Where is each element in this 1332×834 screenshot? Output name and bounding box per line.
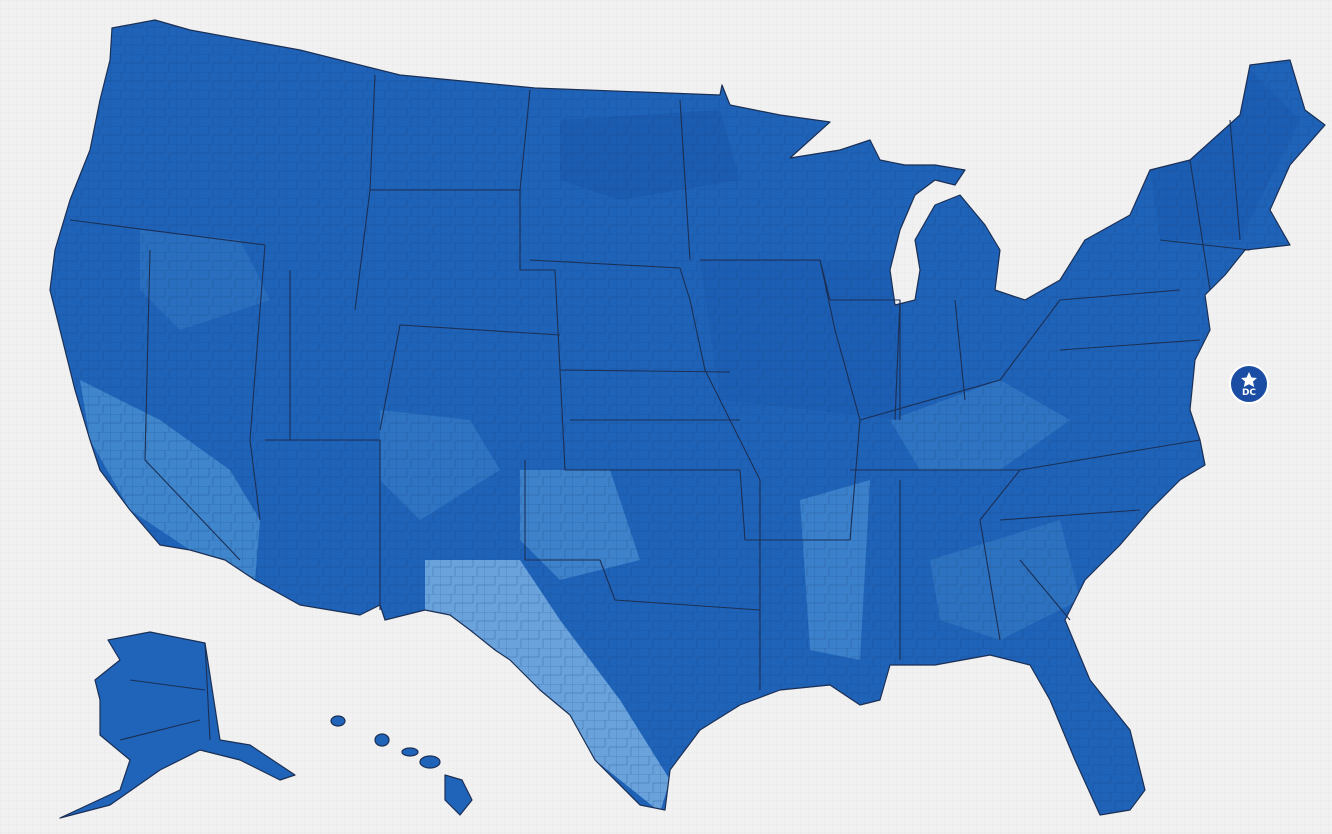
hawaii — [330, 715, 473, 816]
dc-marker[interactable]: DC — [1229, 364, 1269, 404]
marker-label: DC — [1242, 388, 1256, 398]
alaska — [59, 631, 296, 819]
state-borders — [69, 74, 1251, 690]
marker-star — [1241, 372, 1257, 387]
